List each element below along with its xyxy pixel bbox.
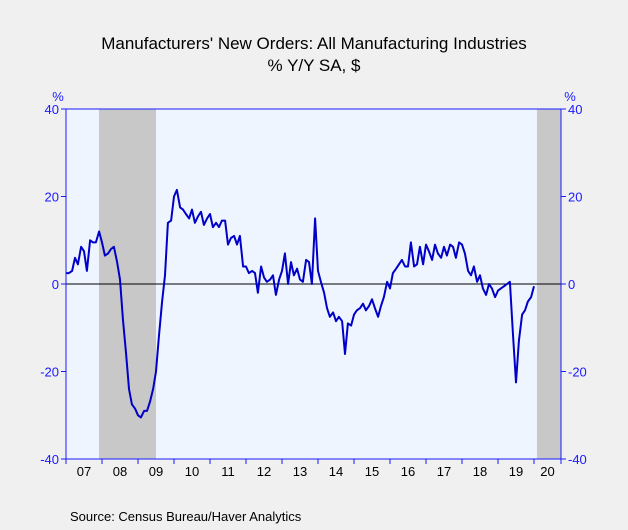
source-note: Source: Census Bureau/Haver Analytics — [70, 509, 302, 524]
x-tick-label: 17 — [437, 464, 451, 479]
y-tick-label-right: -40 — [568, 452, 587, 467]
y-tick-label-right: 0 — [568, 277, 575, 292]
x-tick-label: 10 — [185, 464, 199, 479]
x-tick-label: 18 — [473, 464, 487, 479]
y-unit-right: % — [564, 89, 576, 104]
y-axis-left: 40 20 0 -20 -40 — [40, 102, 66, 467]
y-axis-right: 40 20 0 -20 -40 — [561, 102, 587, 467]
x-tick-label: 12 — [257, 464, 271, 479]
x-tick-label: 16 — [401, 464, 415, 479]
x-tick-label: 15 — [365, 464, 379, 479]
x-tick-label: 08 — [113, 464, 127, 479]
y-tick-label-right: 40 — [568, 102, 582, 117]
x-tick-label: 09 — [149, 464, 163, 479]
chart-title: Manufacturers' New Orders: All Manufactu… — [101, 34, 527, 53]
x-tick-label: 14 — [329, 464, 343, 479]
x-tick-label: 20 — [540, 464, 554, 479]
y-tick-label-left: 40 — [45, 102, 59, 117]
y-tick-label-left: -40 — [40, 452, 59, 467]
y-unit-left: % — [52, 89, 64, 104]
x-tick-label: 11 — [221, 464, 235, 479]
x-tick-label: 19 — [509, 464, 523, 479]
y-tick-label-left: -20 — [40, 365, 59, 380]
x-tick-label: 13 — [293, 464, 307, 479]
chart-subtitle: % Y/Y SA, $ — [267, 56, 361, 75]
y-tick-label-left: 0 — [52, 277, 59, 292]
series-line — [66, 188, 535, 419]
x-axis: 07 08 09 10 11 12 13 14 15 16 17 18 19 20 — [65, 459, 562, 479]
y-tick-label-left: 20 — [45, 190, 59, 205]
y-tick-label-right: -20 — [568, 365, 587, 380]
x-tick-label: 07 — [77, 464, 91, 479]
y-tick-label-right: 20 — [568, 190, 582, 205]
